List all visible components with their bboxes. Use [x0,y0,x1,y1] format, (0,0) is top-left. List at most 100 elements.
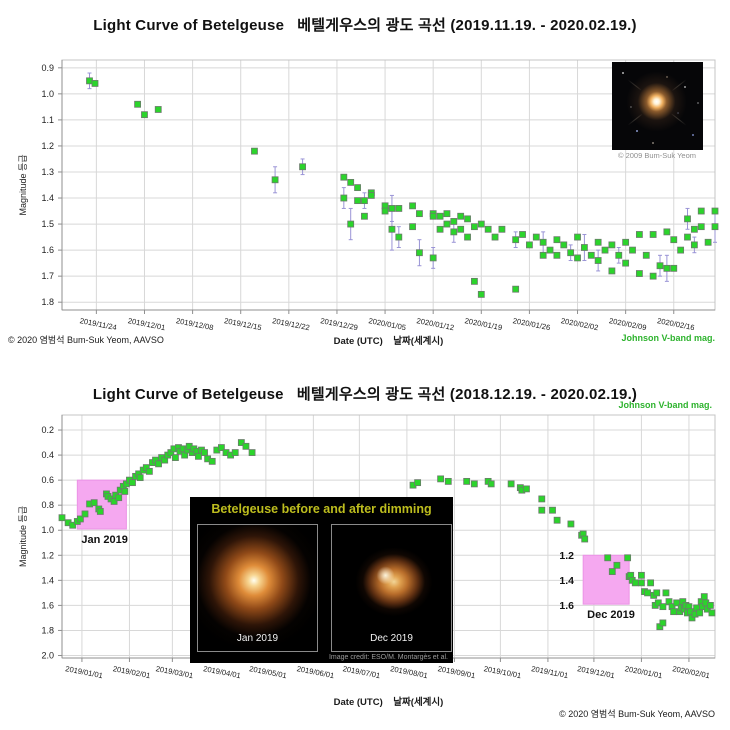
photo-credit: © 2009 Bum-Suk Yeom [617,151,697,160]
x-tick-label: 2019/10/01 [483,664,522,680]
data-point [615,251,623,259]
chart-title-bottom: Light Curve of Betelgeuse 베텔게우스의 광도 곡선 (… [92,386,638,403]
highlight-label: Jan 2019 [81,534,127,546]
data-point [443,220,451,228]
data-point [654,599,662,607]
data-point [696,609,704,617]
data-point [532,233,540,241]
data-point [444,477,452,485]
betelgeuse-photo-inset [612,62,703,150]
data-point [604,554,612,562]
data-point [546,246,554,254]
data-point [471,223,478,231]
data-point [395,233,403,241]
x-tick-label: 2019/02/01 [112,664,151,680]
x-tick-label: 2020/01/12 [416,316,455,332]
data-point [129,479,136,487]
data-point [457,225,465,233]
inset-panel-dec2019: Dec 2019 [331,524,452,652]
data-point [574,254,581,262]
x-tick-label: 2019/12/29 [320,316,359,332]
data-point [690,241,698,249]
data-point [134,100,142,108]
data-point [653,589,661,597]
data-point [644,589,651,597]
data-point [659,603,667,611]
chart-title-top: Light Curve of Betelgeuse 베텔게우스의 광도 곡선 (… [93,17,637,34]
data-point [526,241,533,249]
data-point [388,225,396,233]
data-point [549,506,556,514]
data-point [464,233,471,241]
data-point [347,220,355,228]
data-point [436,225,444,233]
data-point [354,197,361,205]
data-point [647,579,655,587]
x-axis-caption-top: Date (UTC) 날짜(세계시) [333,336,444,347]
mag-callout-label: 1.2 [559,550,574,562]
data-point [470,480,478,488]
mag-callout-label: 1.6 [559,600,574,612]
data-point [242,442,250,450]
y-tick-label: 1.5 [41,219,54,229]
data-point [361,197,368,205]
data-point [553,236,561,244]
data-point [656,262,664,270]
x-axis-caption-bottom: Date (UTC) 날짜(세계시) [333,697,444,708]
data-point [512,236,520,244]
betelgeuse-disk-before-image [198,525,317,651]
x-tick-label: 2019/12/15 [223,316,262,332]
data-point [567,249,575,257]
data-point [416,210,423,218]
band-label-top: Johnson V-band mag. [621,333,715,343]
x-tick-label: 2019/03/01 [155,664,194,680]
data-point [96,508,104,515]
x-tick-label: 2019/12/01 [127,316,166,332]
x-tick-label: 2019/12/08 [175,316,214,332]
data-point [58,514,66,522]
data-point [629,246,636,254]
y-tick-label: 1.7 [41,271,54,281]
data-point [567,520,575,528]
data-point [697,223,705,231]
light-curve-plot-2019-2020: 2019/11/24 2019/12/01 2019/12/08 2019/12/15… [18,59,719,332]
data-point [429,254,437,262]
data-point [642,251,650,259]
band-label-bottom: Johnson V-band mag. [618,400,712,410]
y-tick-label: 0.8 [41,500,54,510]
data-point [416,249,423,257]
data-point [581,535,589,543]
y-axis-title: Magnitude 등급 [18,154,28,215]
data-point [662,589,670,597]
data-point [622,259,630,267]
data-point [491,233,499,241]
data-point [69,521,77,529]
data-point [155,460,162,468]
y-tick-label: 1.1 [41,115,54,125]
data-point [594,257,602,264]
highlight-box [582,554,630,605]
data-point [670,236,678,244]
data-point [700,593,708,601]
data-point [340,173,348,181]
x-tick-label: 2019/12/22 [271,316,310,332]
data-point [450,218,458,225]
data-point [624,554,632,562]
x-tick-label: 2019/01/01 [65,664,104,680]
data-point [218,444,225,451]
data-point [487,480,495,488]
dimming-comparison-inset: Betelgeuse before and after dimming Jan … [190,497,453,663]
data-point [594,238,602,246]
x-tick-label: 2020/01/26 [512,316,551,332]
data-point [707,601,714,609]
data-point [608,267,616,275]
chart-credit-bottom: © 2020 염범석 Bum-Suk Yeom, AAVSO [559,709,715,719]
data-point [450,228,458,236]
betelgeuse-star-image [612,62,703,150]
x-tick-label: 2020/02/16 [656,316,695,332]
data-point [635,270,643,277]
data-point [367,192,375,199]
data-point [553,251,561,259]
inset-title: Betelgeuse before and after dimming [211,502,432,516]
data-point [684,215,691,223]
